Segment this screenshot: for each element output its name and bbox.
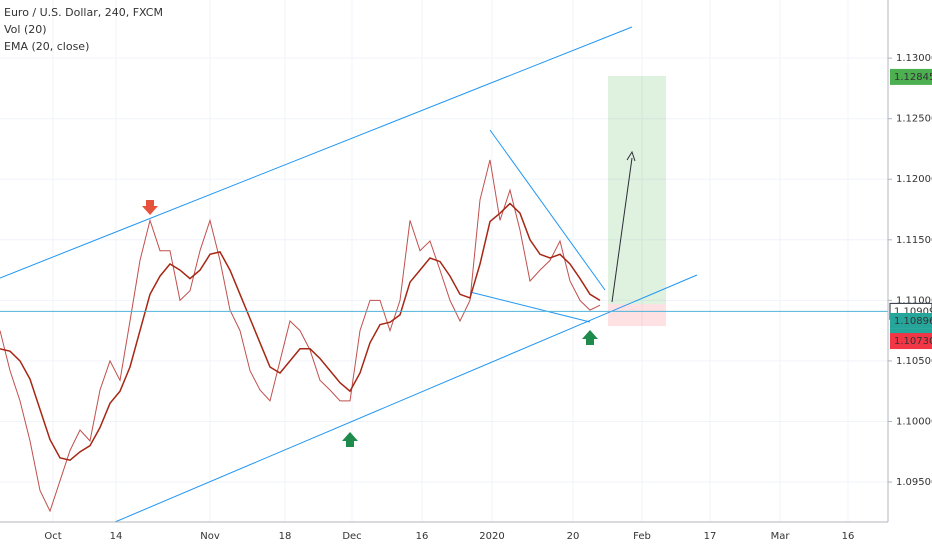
y-tick-label: 1.10500 bbox=[896, 356, 932, 367]
price-tag bbox=[890, 312, 932, 329]
x-tick-label: 17 bbox=[704, 531, 717, 542]
x-tick-label: Oct bbox=[44, 531, 61, 542]
grid bbox=[0, 0, 888, 522]
profit-zone bbox=[608, 76, 666, 304]
triangle-upper bbox=[489, 129, 606, 291]
x-tick-label: Dec bbox=[342, 531, 361, 542]
target-arrow-head bbox=[626, 150, 636, 162]
channel-upper bbox=[0, 26, 633, 279]
up-arrow bbox=[582, 330, 598, 345]
legend-ema: EMA (20, close) bbox=[4, 40, 89, 53]
x-tick-label: Feb bbox=[633, 531, 651, 542]
y-tick-label: 1.12500 bbox=[896, 114, 932, 125]
plot bbox=[0, 159, 888, 513]
y-tick-label: 1.11000 bbox=[896, 295, 932, 306]
price-tag-label: 1.12845 bbox=[894, 72, 932, 83]
price-tag bbox=[890, 333, 932, 350]
price-tag bbox=[890, 68, 932, 85]
price-tag-label: 1.10730 bbox=[894, 336, 932, 347]
y-tick-label: 1.13000 bbox=[896, 53, 932, 64]
y-tick-label: 1.11500 bbox=[896, 235, 932, 246]
x-tick-label: 14 bbox=[110, 531, 123, 542]
y-tick-label: 1.10000 bbox=[896, 416, 932, 427]
x-tick-label: 16 bbox=[842, 531, 855, 542]
loss-zone bbox=[608, 304, 666, 326]
y-tick-label: 1.09500 bbox=[896, 477, 932, 488]
triangle-lower bbox=[469, 291, 591, 323]
legend-symbol: Euro / U.S. Dollar, 240, FXCM bbox=[4, 6, 163, 19]
target-arrow bbox=[611, 157, 633, 303]
price-tag-label: 1.10909 bbox=[894, 306, 932, 317]
legend-volume: Vol (20) bbox=[4, 23, 47, 36]
series-line bbox=[0, 159, 601, 513]
x-tick-label: 20 bbox=[567, 531, 580, 542]
x-tick-label: 2020 bbox=[479, 531, 504, 542]
up-arrow bbox=[342, 432, 358, 447]
x-tick-label: Mar bbox=[771, 531, 791, 542]
x-tick-label: 18 bbox=[279, 531, 292, 542]
down-arrow bbox=[142, 200, 158, 215]
series-line bbox=[0, 202, 601, 462]
channel-lower bbox=[114, 274, 698, 523]
y-tick-label: 1.12000 bbox=[896, 174, 932, 185]
price-tag-label: 1.10896 bbox=[894, 316, 932, 327]
x-tick-label: 16 bbox=[416, 531, 429, 542]
x-tick-label: Nov bbox=[200, 531, 220, 542]
